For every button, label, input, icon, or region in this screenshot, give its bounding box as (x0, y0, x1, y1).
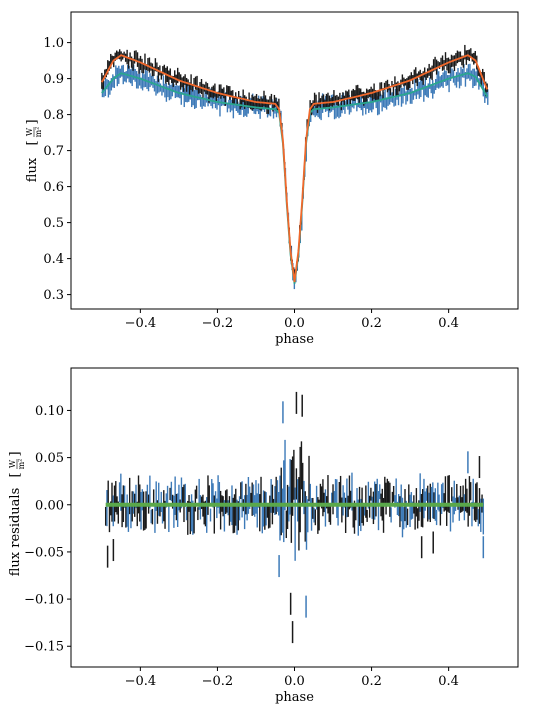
residuals-y-label-text: flux residuals (8, 488, 23, 577)
flux-x-tick-label: 0.0 (284, 316, 305, 331)
flux-x-tick-label: 0.4 (438, 316, 459, 331)
residuals-x-tick-label: 0.4 (438, 674, 459, 689)
residuals-x-tick-label: 0.0 (284, 674, 305, 689)
flux-y-tick-label: 0.7 (43, 144, 64, 159)
residuals-y-ticks: −0.15 −0.10 −0.05 0.00 0.05 0.10 (24, 404, 71, 655)
flux-model-line-b (101, 72, 488, 284)
residuals-x-tick-label: −0.4 (125, 674, 157, 689)
flux-y-tick-label: 0.5 (43, 216, 64, 231)
residuals-y-label-bracket-close: ] (8, 451, 23, 456)
residuals-x-tick-label: 0.2 (361, 674, 382, 689)
flux-y-tick-label: 0.4 (43, 252, 64, 267)
flux-y-label-bracket-close: ] (25, 119, 40, 124)
residuals-y-tick-label: −0.15 (24, 640, 64, 655)
flux-y-label-bracket-open: [ (25, 140, 40, 145)
flux-y-ticks: 0.3 0.4 0.5 0.6 0.7 0.8 0.9 1.0 (43, 36, 71, 303)
residuals-chart: −0.4 −0.2 0.0 0.2 0.4 −0.15 −0.10 −0.05 0.00 0.0… (8, 367, 519, 705)
flux-x-tick-label: −0.2 (202, 316, 234, 331)
flux-y-tick-label: 0.3 (43, 288, 64, 303)
flux-x-tick-label: −0.4 (125, 316, 157, 331)
flux-data-layer (101, 44, 489, 290)
flux-y-tick-label: 0.8 (43, 108, 64, 123)
flux-y-tick-label: 0.6 (43, 180, 64, 195)
flux-y-tick-label: 1.0 (43, 36, 64, 51)
residuals-y-label-bracket-open: [ (8, 472, 23, 477)
flux-x-axis-label: phase (275, 332, 314, 347)
residuals-y-tick-label: 0.10 (35, 404, 64, 419)
flux-model-line-a (101, 54, 489, 283)
residuals-y-axis-label: flux residuals [ W m² ] (8, 451, 26, 576)
residuals-data-layer (104, 391, 485, 644)
residuals-y-unit-numerator: W (8, 459, 17, 468)
residuals-y-tick-label: 0.00 (35, 498, 64, 513)
flux-x-ticks: −0.4 −0.2 0.0 0.2 0.4 (125, 309, 459, 331)
residuals-y-unit-denominator: m² (17, 459, 26, 470)
flux-y-unit-numerator: W (25, 127, 34, 136)
residuals-y-tick-label: −0.10 (24, 593, 64, 608)
flux-y-unit-denominator: m² (34, 127, 43, 138)
flux-y-tick-label: 0.9 (43, 72, 64, 87)
flux-x-tick-label: 0.2 (361, 316, 382, 331)
flux-chart: −0.4 −0.2 0.0 0.2 0.4 0.3 0.4 0.5 0.6 0.7 0.8 0.9 1… (25, 11, 519, 347)
residuals-y-tick-label: 0.05 (35, 451, 64, 466)
residuals-x-axis-label: phase (275, 690, 314, 705)
flux-y-axis-label: flux [ W m² ] (25, 119, 43, 182)
residuals-x-tick-label: −0.2 (202, 674, 234, 689)
residuals-x-ticks: −0.4 −0.2 0.0 0.2 0.4 (125, 667, 459, 689)
flux-y-label-text: flux (25, 157, 40, 182)
residuals-y-tick-label: −0.05 (24, 545, 64, 560)
